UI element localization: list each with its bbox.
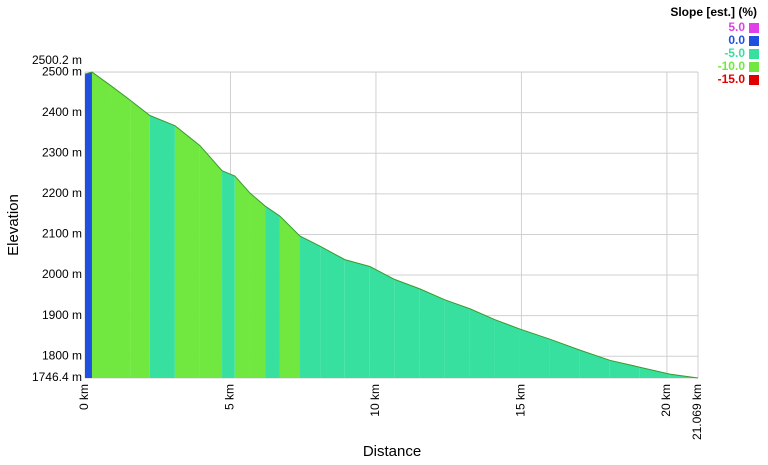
slope-segment bbox=[369, 266, 395, 378]
slope-segment bbox=[222, 170, 235, 378]
x-axis-label: Distance bbox=[363, 443, 421, 460]
slope-segment bbox=[199, 145, 223, 378]
y-tick-label: 2200 m bbox=[42, 186, 82, 200]
slope-segment bbox=[265, 206, 280, 378]
y-tick-label: 1900 m bbox=[42, 308, 82, 322]
legend-swatch bbox=[749, 23, 759, 33]
legend-swatch bbox=[749, 62, 759, 72]
y-tick-label: 2000 m bbox=[42, 267, 82, 281]
legend-label: 0.0 bbox=[728, 33, 745, 47]
slope-segment bbox=[174, 125, 200, 378]
slope-segment bbox=[91, 72, 111, 379]
slope-segment bbox=[85, 72, 92, 379]
y-tick-label: 2500.2 m bbox=[32, 53, 82, 67]
x-tick-label: 21.069 km bbox=[690, 384, 704, 440]
slope-segment bbox=[494, 319, 520, 378]
y-tick-label: 2100 m bbox=[42, 227, 82, 241]
slope-segment bbox=[419, 288, 445, 378]
legend-label: -15.0 bbox=[718, 72, 746, 86]
y-tick-label: 2400 m bbox=[42, 105, 82, 119]
slope-segment bbox=[249, 193, 266, 378]
slope-segment bbox=[469, 308, 495, 378]
y-tick-label: 2500 m bbox=[42, 64, 82, 78]
legend-swatch bbox=[749, 75, 759, 85]
slope-segment bbox=[110, 85, 131, 378]
slope-segment bbox=[579, 350, 610, 378]
slope-segment bbox=[549, 339, 580, 378]
y-tick-label: 2300 m bbox=[42, 145, 82, 159]
legend-label: -10.0 bbox=[718, 59, 746, 73]
slope-segment bbox=[279, 216, 301, 378]
legend-label: -5.0 bbox=[724, 46, 745, 60]
x-tick-label: 5 km bbox=[223, 384, 237, 410]
slope-segment bbox=[444, 299, 470, 378]
slope-segment bbox=[300, 236, 321, 378]
x-tick-label: 20 km bbox=[659, 384, 673, 417]
legend-label: 5.0 bbox=[728, 20, 745, 34]
slope-segment bbox=[609, 360, 640, 378]
legend-swatch bbox=[749, 36, 759, 46]
elevation-line bbox=[84, 71, 699, 379]
slope-segment bbox=[519, 329, 550, 378]
slope-segment bbox=[130, 100, 150, 378]
slope-segment bbox=[344, 259, 370, 378]
slope-segment bbox=[234, 176, 250, 378]
y-axis-label: Elevation bbox=[5, 194, 22, 256]
x-tick-label: 15 km bbox=[514, 384, 528, 417]
y-tick-label: 1800 m bbox=[42, 348, 82, 362]
slope-segment bbox=[320, 246, 345, 378]
x-tick-label: 0 km bbox=[77, 384, 91, 410]
slope-segment bbox=[149, 115, 175, 378]
x-tick-label: 10 km bbox=[368, 384, 382, 417]
y-tick-label: 1746.4 m bbox=[32, 370, 82, 384]
slope-segment bbox=[394, 279, 420, 378]
legend-swatch bbox=[749, 49, 759, 59]
slope-segment bbox=[639, 367, 670, 378]
legend-title: Slope [est.] (%) bbox=[670, 5, 757, 19]
